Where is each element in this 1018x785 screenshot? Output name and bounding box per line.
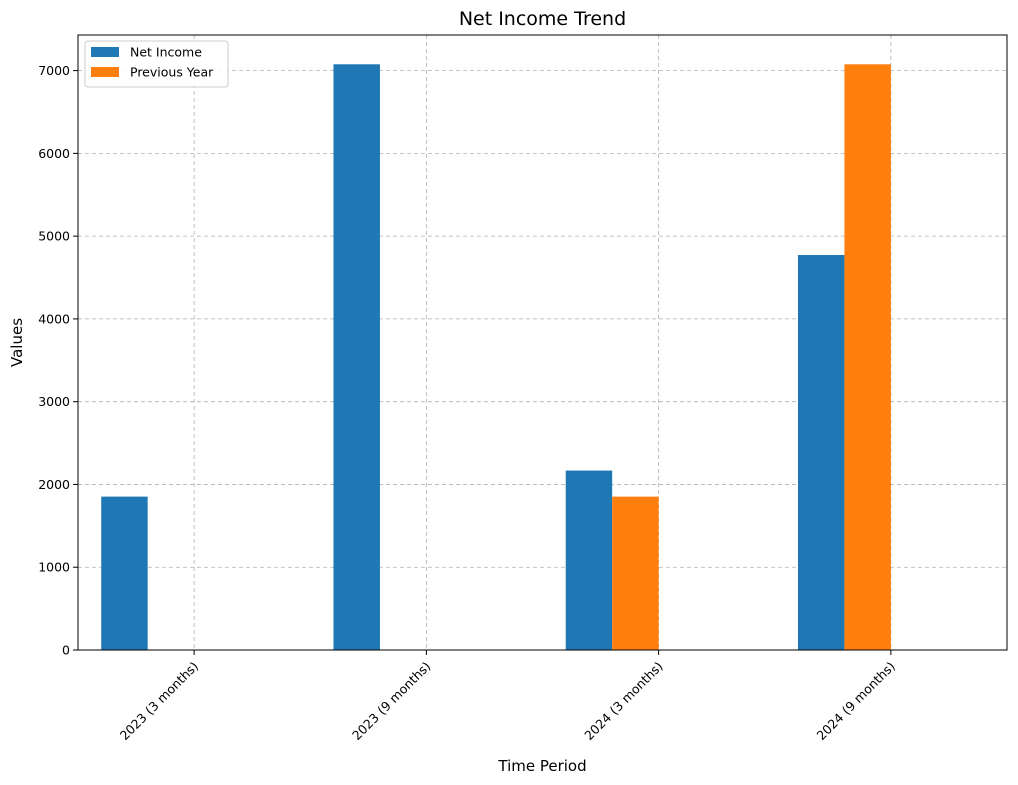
x-axis: 2023 (3 months) 2023 (9 months) 2024 (3 mo… (117, 650, 898, 743)
x-tick-label: 2023 (9 months) (349, 659, 434, 744)
y-tick-label: 3000 (38, 394, 70, 409)
bars (101, 64, 891, 651)
y-tick-label: 4000 (38, 311, 70, 326)
x-axis-label: Time Period (497, 757, 586, 775)
legend-label: Previous Year (130, 65, 214, 80)
y-tick-label: 7000 (38, 63, 70, 78)
bar-net-income (565, 470, 613, 650)
y-tick-label: 5000 (38, 229, 70, 244)
x-tick-label: 2024 (3 months) (581, 659, 666, 744)
plot-frame (77, 34, 1008, 651)
legend-box (84, 40, 229, 88)
bar-previous-year (844, 64, 891, 650)
y-axis-label: Values (8, 318, 26, 367)
y-axis: 0 1000 2000 3000 4000 5000 6000 7000 (38, 63, 78, 658)
chart-title: Net Income Trend (459, 8, 626, 30)
bar-net-income (797, 255, 845, 651)
y-tick-label: 0 (62, 643, 70, 658)
legend: Net Income Previous Year (84, 40, 229, 88)
legend-swatch (91, 67, 119, 77)
legend-swatch (91, 47, 119, 57)
bar-net-income (333, 64, 380, 650)
x-tick-label: 2024 (9 months) (813, 659, 898, 744)
y-tick-label: 6000 (38, 146, 70, 161)
bar-previous-year (612, 496, 659, 650)
y-tick-label: 2000 (38, 477, 70, 492)
x-tick-label: 2023 (3 months) (117, 659, 202, 744)
legend-label: Net Income (130, 45, 202, 60)
y-tick-label: 1000 (38, 560, 70, 575)
bar-net-income (101, 496, 148, 650)
